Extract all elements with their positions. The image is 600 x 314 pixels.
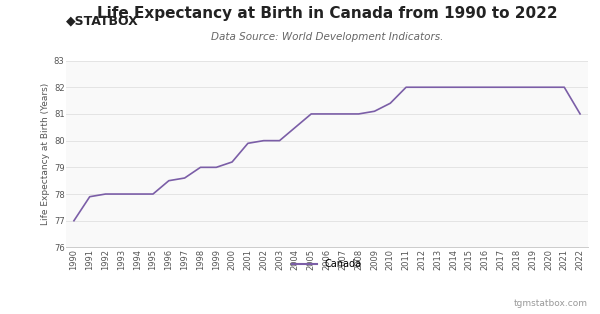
Legend: Canada: Canada — [289, 255, 365, 273]
Text: tgmstatbox.com: tgmstatbox.com — [514, 299, 588, 308]
Text: Life Expectancy at Birth in Canada from 1990 to 2022: Life Expectancy at Birth in Canada from … — [97, 6, 557, 21]
Text: ◆STATBOX: ◆STATBOX — [66, 14, 139, 27]
Text: Data Source: World Development Indicators.: Data Source: World Development Indicator… — [211, 32, 443, 42]
Y-axis label: Life Expectancy at Birth (Years): Life Expectancy at Birth (Years) — [41, 83, 50, 225]
